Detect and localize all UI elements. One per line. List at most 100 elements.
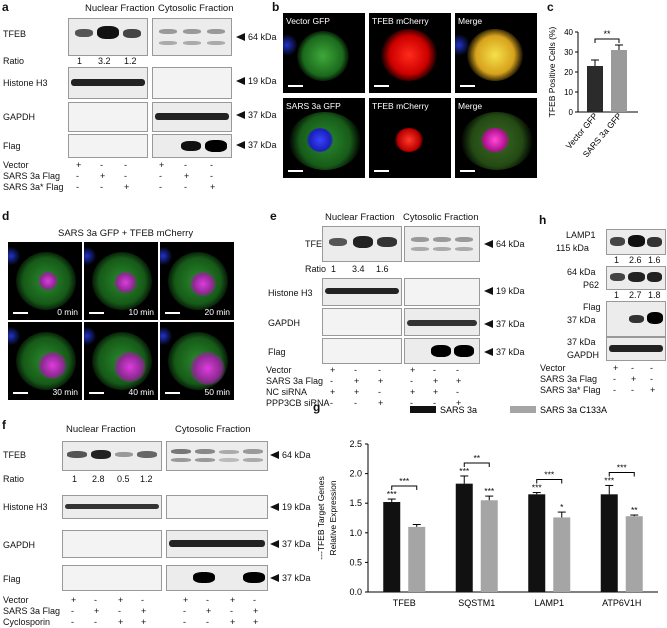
condition-label: Cyclosporin bbox=[3, 617, 51, 627]
arrowhead-icon bbox=[484, 348, 493, 356]
ratio-label: Ratio bbox=[3, 474, 25, 484]
arrowhead-icon bbox=[270, 540, 279, 548]
scale-bar bbox=[288, 170, 303, 172]
condition-sign: - bbox=[631, 363, 634, 373]
condition-sign: - bbox=[330, 398, 333, 408]
y-tick-label: 0.5 bbox=[349, 557, 362, 567]
scale-bar bbox=[288, 85, 303, 87]
significance-bracket bbox=[594, 38, 620, 43]
blot-e-histone-cytosolic bbox=[404, 278, 480, 306]
bar bbox=[625, 516, 643, 592]
blot-f-histone-nuclear bbox=[62, 495, 162, 519]
ratio-value: 1.2 bbox=[124, 56, 137, 66]
legend-label: SARS 3a bbox=[440, 405, 477, 415]
lamp1-label: LAMP1 bbox=[566, 230, 596, 240]
condition-label: SARS 3a Flag bbox=[3, 171, 61, 181]
condition-label: PPP3CB siRNA bbox=[266, 398, 330, 408]
marker-64kda: 64 kDa bbox=[567, 267, 596, 277]
arrowhead-icon bbox=[236, 77, 245, 85]
condition-sign: - bbox=[613, 385, 616, 395]
timelapse-frame: 10 min bbox=[84, 242, 158, 320]
bar bbox=[480, 500, 498, 592]
condition-sign: - bbox=[183, 606, 186, 616]
scale-bar bbox=[374, 85, 389, 87]
condition-sign: - bbox=[433, 398, 436, 408]
significance-stars: ** bbox=[631, 505, 638, 515]
ratio-value: 1 bbox=[614, 255, 620, 265]
scale-bar bbox=[460, 170, 475, 172]
panel-label-e: e bbox=[270, 209, 277, 223]
condition-sign: - bbox=[354, 365, 357, 375]
significance-bracket bbox=[391, 485, 418, 491]
condition-label: SARS 3a Flag bbox=[266, 376, 324, 386]
condition-sign: - bbox=[378, 365, 381, 375]
nuclear-fraction-title: Nuclear Fraction bbox=[66, 424, 136, 435]
condition-sign: + bbox=[183, 595, 189, 605]
blot-h-lamp1 bbox=[606, 229, 666, 255]
significance-stars: *** bbox=[544, 470, 555, 480]
y-tick-label: 0 bbox=[569, 108, 574, 117]
y-axis-label-2: ---TFEB Target Genes bbox=[316, 476, 326, 559]
scale-bar bbox=[13, 312, 28, 314]
condition-sign: + bbox=[210, 182, 216, 192]
condition-sign: + bbox=[141, 606, 147, 616]
scale-bar bbox=[374, 170, 389, 172]
arrowhead-icon bbox=[270, 503, 279, 511]
condition-sign: - bbox=[76, 182, 79, 192]
blot-f-tfeb-nuclear bbox=[62, 441, 162, 471]
bar bbox=[600, 494, 618, 592]
label-tfeb-mcherry: TFEB mCherry bbox=[372, 16, 429, 26]
condition-sign: - bbox=[183, 617, 186, 627]
blot-f-flag-nuclear bbox=[62, 565, 162, 591]
row-label-gapdh: GAPDH bbox=[3, 112, 36, 122]
scale-bar bbox=[165, 392, 180, 394]
condition-sign: - bbox=[124, 160, 127, 170]
x-tick-label: SQSTM1 bbox=[458, 598, 495, 608]
label-vector-gfp: Vector GFP bbox=[286, 16, 330, 26]
legend-swatch bbox=[410, 406, 436, 413]
x-tick-label: ATP6V1H bbox=[602, 598, 641, 608]
p62-label: P62 bbox=[583, 280, 600, 290]
bar bbox=[553, 517, 571, 592]
label-merge: Merge bbox=[458, 101, 483, 111]
condition-sign: - bbox=[253, 595, 256, 605]
condition-sign: - bbox=[210, 160, 213, 170]
ratio-value: 3.2 bbox=[98, 56, 111, 66]
significance-bracket bbox=[536, 479, 563, 484]
y-tick-label: 1.5 bbox=[349, 498, 362, 508]
blot-a-gapdh-nuclear bbox=[68, 102, 148, 132]
blot-a-tfeb-cytosolic bbox=[152, 18, 232, 56]
panel-label-h: h bbox=[539, 213, 547, 227]
condition-sign: - bbox=[141, 595, 144, 605]
marker-64kda: 64 kDa bbox=[496, 239, 525, 249]
bar bbox=[383, 502, 401, 592]
ratio-value: 2.7 bbox=[629, 290, 642, 300]
significance-stars: *** bbox=[484, 486, 495, 496]
condition-sign: - bbox=[159, 171, 162, 181]
condition-sign: + bbox=[159, 160, 165, 170]
condition-sign: + bbox=[456, 398, 462, 408]
blot-a-histone-nuclear bbox=[68, 67, 148, 99]
arrowhead-icon bbox=[484, 320, 493, 328]
significance-stars: *** bbox=[459, 466, 470, 476]
blot-e-gapdh-nuclear bbox=[322, 308, 402, 336]
row-label-flag: Flag bbox=[268, 347, 286, 357]
condition-sign: + bbox=[631, 374, 637, 384]
condition-label: SARS 3a* Flag bbox=[540, 385, 601, 395]
significance-stars: *** bbox=[604, 475, 615, 485]
blot-e-histone-nuclear bbox=[322, 278, 402, 306]
marker-64kda: 64 kDa bbox=[248, 32, 277, 42]
ratio-label: Ratio bbox=[305, 264, 327, 274]
condition-sign: - bbox=[613, 374, 616, 384]
ratio-value: 1.6 bbox=[376, 264, 389, 274]
cytosolic-fraction-title: Cytosolic Fraction bbox=[403, 212, 479, 223]
condition-sign: + bbox=[410, 365, 416, 375]
blot-a-flag-cytosolic bbox=[152, 134, 232, 158]
condition-sign: - bbox=[206, 595, 209, 605]
marker-37kda: 37 kDa bbox=[248, 110, 277, 120]
ratio-value: 1.2 bbox=[140, 474, 153, 484]
micrograph-tfeb-mcherry-2: TFEB mCherry bbox=[369, 98, 451, 178]
marker-37kda: 37 kDa bbox=[282, 573, 311, 583]
ratio-value: 0.5 bbox=[117, 474, 130, 484]
